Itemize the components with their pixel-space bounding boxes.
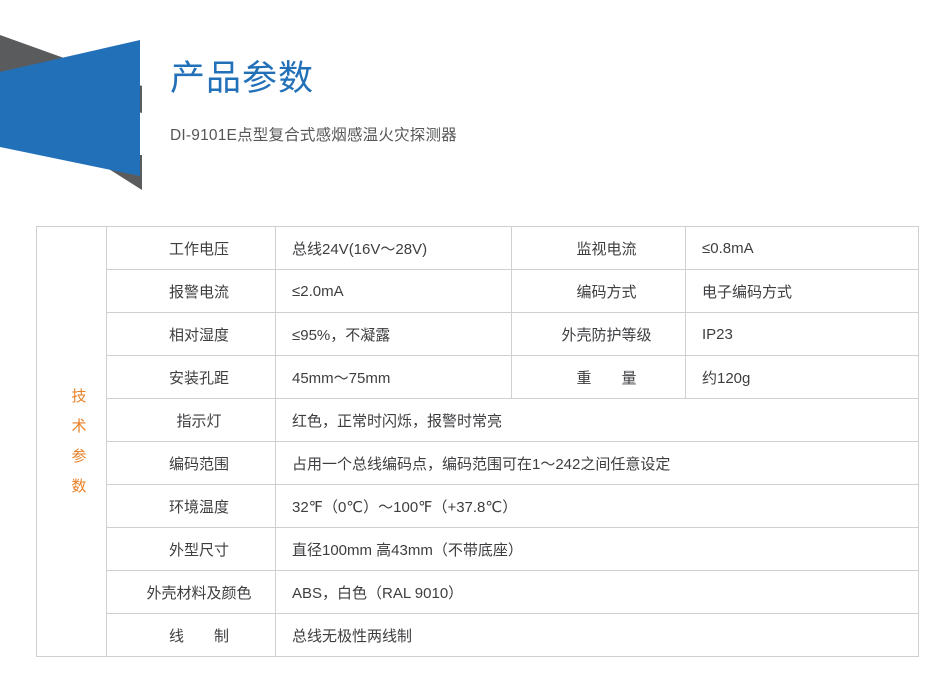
banner-text-block: 产品参数 DI-9101E点型复合式感烟感温火灾探测器 [170, 58, 457, 146]
row-key-2: 监视电流 [511, 226, 686, 270]
table-row: 线 制 总线无极性两线制 [37, 613, 919, 657]
row-key: 编码范围 [106, 441, 276, 485]
table-row: 环境温度 32℉（0℃）～100℉（+37.8℃） [37, 484, 919, 528]
row-key: 指示灯 [106, 398, 276, 442]
spec-table-body: 技 术 参 数 工作电压 总线24V(16V～28V) 监视电流 ≤0.8mA … [36, 226, 919, 657]
banner-blue-shape [0, 40, 140, 176]
category-label-cell: 技 术 参 数 [36, 226, 107, 657]
row-key: 安装孔距 [106, 355, 276, 399]
table-row: 指示灯 红色，正常时闪烁，报警时常亮 [37, 398, 919, 442]
category-char-3: 参 [71, 447, 88, 465]
page-subtitle: DI-9101E点型复合式感烟感温火灾探测器 [170, 127, 457, 144]
category-char-4: 数 [71, 477, 88, 495]
category-char-2: 术 [71, 417, 88, 435]
category-char-1: 技 [71, 387, 88, 405]
table-row: 安装孔距 45mm～75mm 重 量 约120g [37, 355, 919, 399]
row-key: 环境温度 [106, 484, 276, 528]
row-value: 直径100mm 高43mm（不带底座） [275, 527, 919, 571]
row-value-2: 约120g [685, 355, 919, 399]
row-value-2: 电子编码方式 [685, 269, 919, 313]
row-value-2: ≤0.8mA [685, 226, 919, 270]
table-row: 外型尺寸 直径100mm 高43mm（不带底座） [37, 527, 919, 571]
row-key-2: 外壳防护等级 [511, 312, 686, 356]
row-value: 32℉（0℃）～100℉（+37.8℃） [275, 484, 919, 528]
row-value: 45mm～75mm [275, 355, 512, 399]
row-value-2: IP23 [685, 312, 919, 356]
page-title: 产品参数 [170, 59, 315, 98]
table-row: 外壳材料及颜色 ABS，白色（RAL 9010） [37, 570, 919, 614]
row-key: 相对湿度 [106, 312, 276, 356]
table-row: 技 术 参 数 工作电压 总线24V(16V～28V) 监视电流 ≤0.8mA [36, 226, 919, 657]
row-value: 红色，正常时闪烁，报警时常亮 [275, 398, 919, 442]
page-banner: 产品参数 DI-9101E点型复合式感烟感温火灾探测器 [0, 0, 950, 212]
table-row: 报警电流 ≤2.0mA 编码方式 电子编码方式 [37, 269, 919, 313]
row-value: 总线24V(16V～28V) [275, 226, 512, 270]
row-value: ≤2.0mA [275, 269, 512, 313]
row-value: 占用一个总线编码点，编码范围可在1～242之间任意设定 [275, 441, 919, 485]
row-key: 外壳材料及颜色 [106, 570, 276, 614]
row-key: 线 制 [106, 613, 276, 657]
banner-decoration-graphic [0, 35, 142, 190]
row-value: ABS，白色（RAL 9010） [275, 570, 919, 614]
table-row: 相对湿度 ≤95%，不凝露 外壳防护等级 IP23 [37, 312, 919, 356]
row-key: 外型尺寸 [106, 527, 276, 571]
row-key: 工作电压 [106, 226, 276, 270]
row-value: ≤95%，不凝露 [275, 312, 512, 356]
specification-table: 技 术 参 数 工作电压 总线24V(16V～28V) 监视电流 ≤0.8mA … [36, 226, 919, 657]
table-row: 编码范围 占用一个总线编码点，编码范围可在1～242之间任意设定 [37, 441, 919, 485]
category-label-stack: 技 术 参 数 [53, 382, 106, 502]
row-key: 报警电流 [106, 269, 276, 313]
row-key-2: 重 量 [511, 355, 686, 399]
row-value: 总线无极性两线制 [275, 613, 919, 657]
row-key-2: 编码方式 [511, 269, 686, 313]
